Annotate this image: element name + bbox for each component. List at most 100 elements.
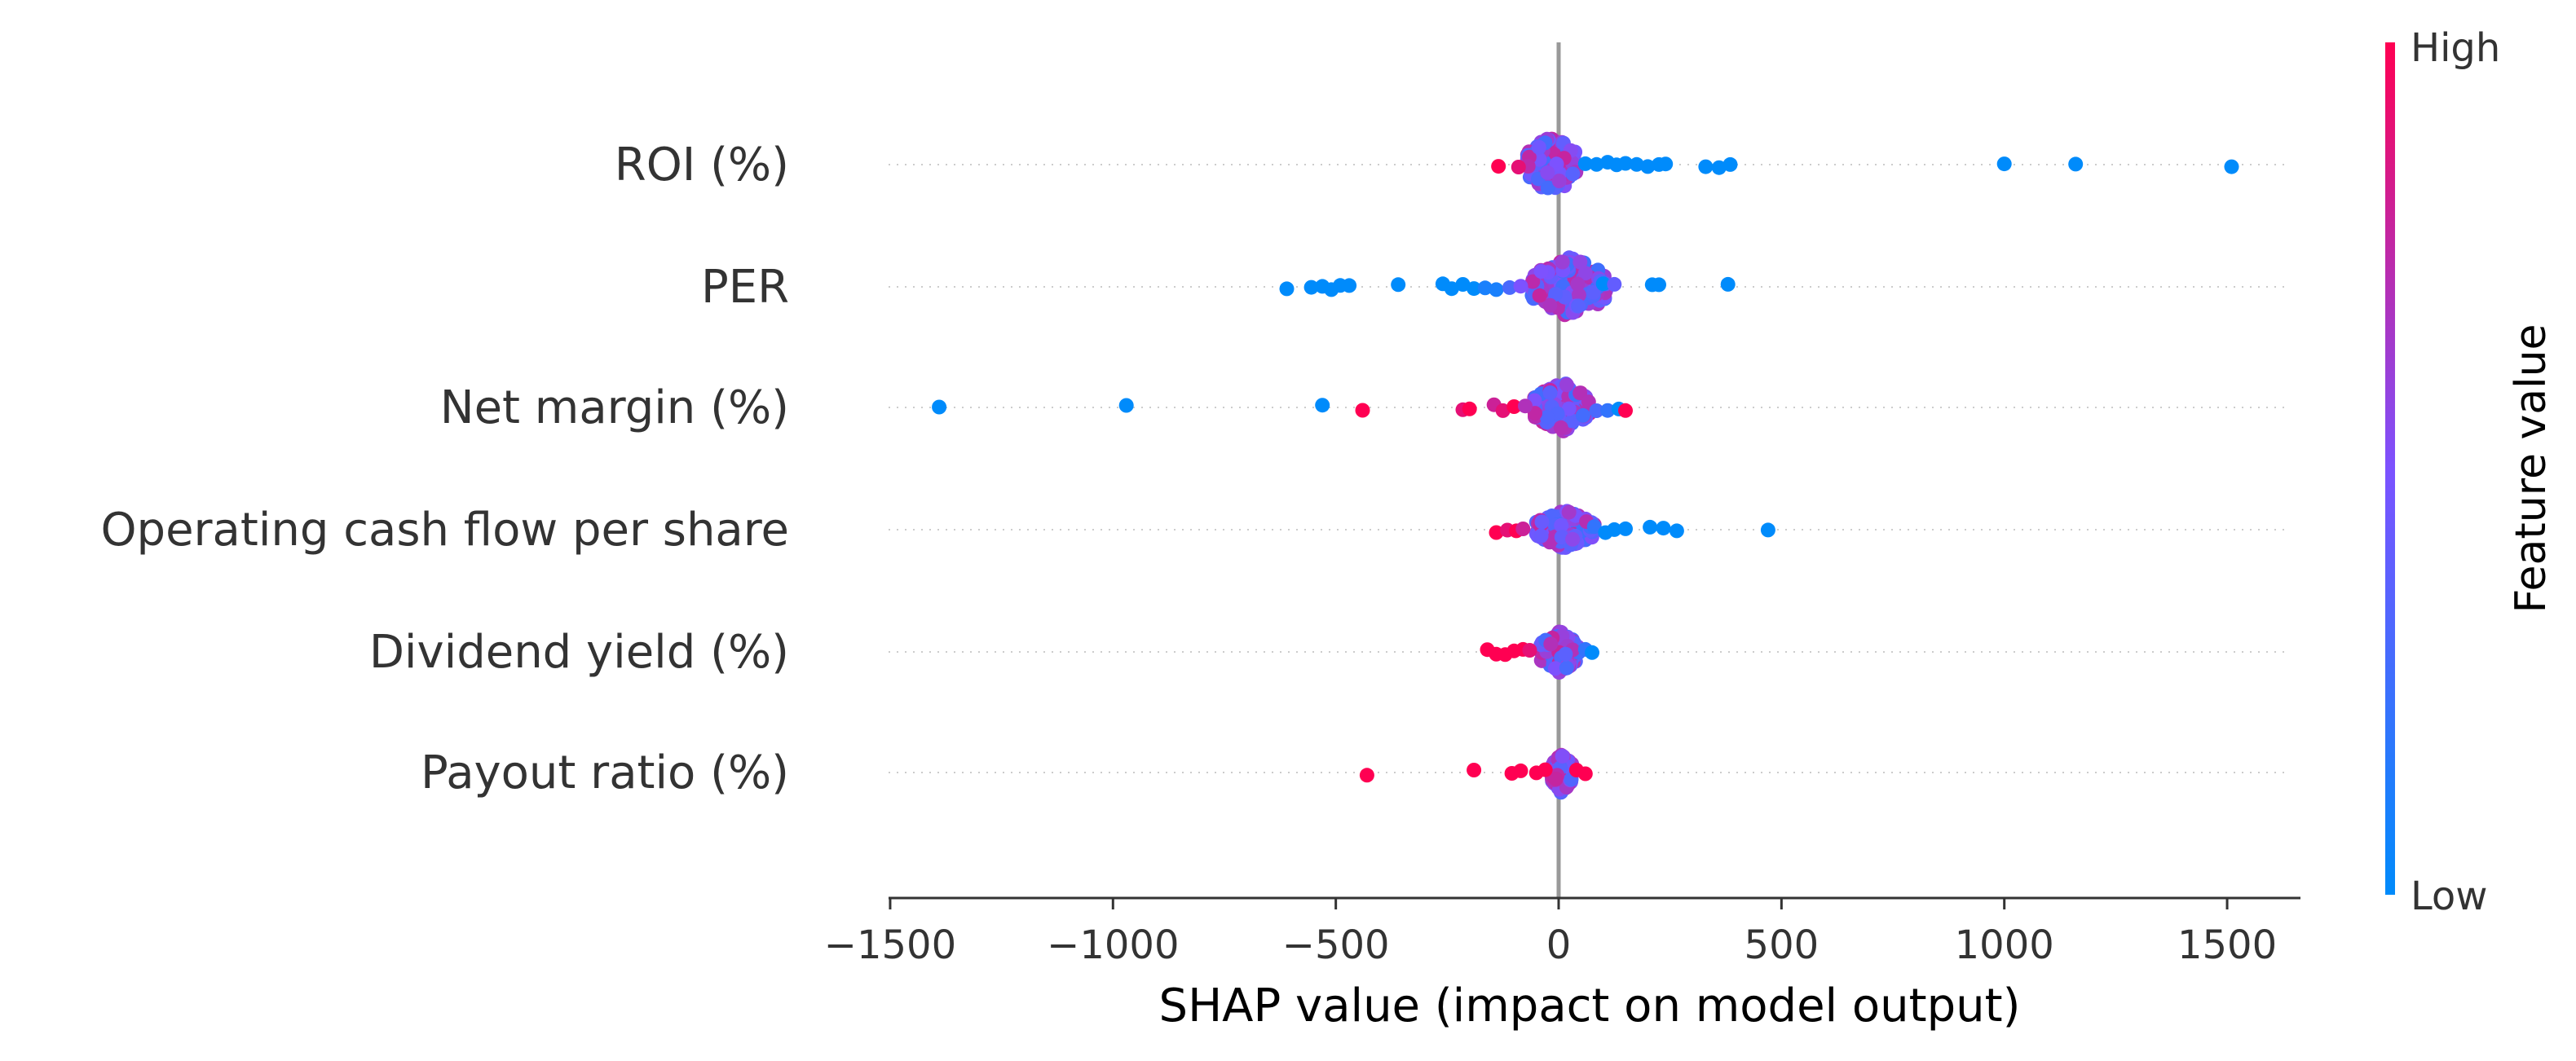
shap-point [1618, 403, 1633, 418]
shap-point [1491, 159, 1506, 174]
shap-point-dense [1555, 254, 1570, 270]
shap-point [1589, 156, 1604, 172]
shap-point [1455, 277, 1471, 292]
shap-point-dense [1565, 166, 1581, 182]
shap-point-dense [1540, 165, 1555, 180]
shap-point [1489, 525, 1504, 540]
x-tick-label: 0 [1546, 922, 1572, 968]
x-ticks: −1500 −1000 −500 0 500 1000 1500 [824, 898, 2277, 968]
feature-gridlines [889, 164, 2291, 773]
shap-point-dense [1561, 504, 1577, 520]
feature-label: Dividend yield (%) [369, 626, 789, 679]
shap-point [1518, 398, 1533, 414]
shap-point-dense [1561, 401, 1577, 416]
shap-point [1652, 277, 1666, 293]
shap-point [1477, 280, 1493, 296]
shap-point-dense [1551, 174, 1567, 188]
colorbar-low-label: Low [2411, 874, 2488, 919]
shap-point [1391, 277, 1406, 293]
shap-point [1355, 403, 1370, 418]
shap-point [1643, 519, 1658, 535]
shap-point-dense [1540, 180, 1555, 196]
shap-point-dense [1548, 771, 1564, 786]
x-tick-label: 1000 [1955, 922, 2054, 968]
shap-point [1513, 763, 1528, 778]
shap-point-dense [1549, 156, 1564, 172]
colorbar: High Low Feature value [2385, 25, 2556, 919]
shap-point-dense [1542, 297, 1558, 313]
shap-point-dense [1553, 420, 1568, 435]
shap-point-dense [1533, 528, 1549, 544]
shap-point [932, 399, 947, 415]
x-tick-label: 500 [1745, 922, 1820, 968]
shap-point-dense [1559, 660, 1574, 676]
x-tick-label: −1500 [824, 922, 956, 968]
shap-point [1495, 403, 1511, 418]
shap-point [1669, 523, 1684, 539]
feature-label: PER [701, 261, 789, 314]
x-tick-label: −500 [1282, 922, 1390, 968]
shap-point [1467, 763, 1482, 777]
shap-point-dense [1531, 139, 1546, 155]
shap-point [1444, 281, 1459, 297]
shap-point [1607, 522, 1622, 537]
shap-point [1511, 160, 1526, 174]
shap-point [1537, 762, 1553, 777]
shap-point-dense [1558, 646, 1573, 662]
shap-point-dense [1525, 274, 1541, 289]
shap-point [1502, 280, 1517, 295]
feature-label: Operating cash flow per share [100, 504, 789, 557]
feature-label: Payout ratio (%) [421, 746, 789, 799]
shap-point [1618, 521, 1633, 536]
shap-point-dense [1534, 514, 1550, 530]
colorbar-high-label: High [2411, 25, 2500, 71]
shap-point [1607, 276, 1622, 292]
shap-point [2224, 159, 2239, 174]
shap-point [1359, 768, 1374, 783]
shap-point [1462, 401, 1477, 416]
shap-point-dense [1571, 298, 1586, 314]
shap-point [1595, 276, 1611, 292]
shap-point [1586, 519, 1602, 535]
shap-point [1315, 398, 1330, 413]
shap-point [1720, 276, 1736, 292]
shap-point [1711, 160, 1727, 175]
shap-point [1489, 282, 1504, 297]
shap-point [2068, 156, 2084, 172]
shap-point [1656, 521, 1671, 536]
shap-point-dense [1542, 385, 1558, 400]
shap-point-dense [1559, 377, 1574, 393]
shap-point-dense [1543, 636, 1559, 652]
feature-label: ROI (%) [615, 139, 789, 192]
feature-label: Net margin (%) [440, 381, 789, 434]
shap-point-dense [1533, 264, 1549, 279]
shap-point [1589, 403, 1604, 418]
x-axis: −1500 −1000 −500 0 500 1000 1500 SHAP value (i… [824, 896, 2300, 1032]
shap-point-dense [1539, 410, 1555, 425]
colorbar-title: Feature value [2507, 324, 2556, 613]
shap-point [1629, 156, 1644, 172]
shap-point-dense [1548, 661, 1563, 676]
shap-point [1342, 278, 1357, 293]
feature-labels: ROI (%) PER Net margin (%) Operating cash f… [100, 139, 789, 799]
shap-points [932, 131, 2239, 800]
x-axis-label: SHAP value (impact on model output) [1159, 980, 2021, 1032]
shap-point [1722, 156, 1738, 172]
shap-point [1118, 398, 1134, 413]
shap-point-dense [1565, 531, 1581, 547]
x-tick-label: −1000 [1047, 922, 1179, 968]
shap-point [1515, 522, 1531, 536]
shap-point [1698, 159, 1714, 174]
shap-point-dense [1548, 287, 1564, 302]
shap-point-dense [1570, 276, 1586, 292]
shap-point [1585, 645, 1599, 660]
shap-point [1760, 522, 1775, 538]
shap-point [1600, 403, 1616, 418]
shap-point [1279, 281, 1295, 297]
x-tick-label: 1500 [2177, 922, 2277, 968]
shap-point-dense [1575, 407, 1590, 423]
shap-point-dense [1573, 254, 1588, 270]
shap-point [1577, 766, 1593, 781]
shap-point [1618, 156, 1633, 171]
